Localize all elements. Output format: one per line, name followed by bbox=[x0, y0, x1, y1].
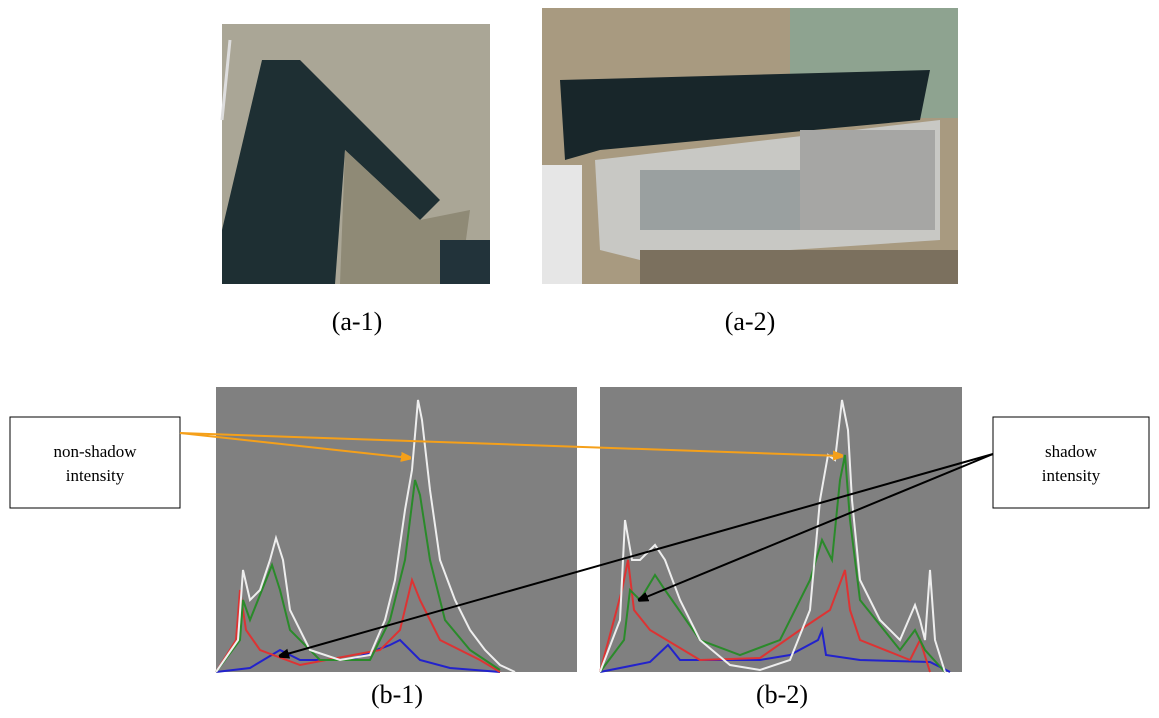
caption: (b-1) bbox=[371, 680, 423, 709]
image-a1 bbox=[222, 24, 490, 284]
caption: (a-1) bbox=[332, 307, 383, 336]
histogram-b1 bbox=[216, 387, 577, 672]
figure: (a-1) (a-2) (b-1) (b-2) non-shadow inten… bbox=[0, 0, 1159, 718]
callout-box bbox=[10, 417, 180, 508]
callout-text: non-shadow bbox=[53, 442, 137, 461]
histogram-b2 bbox=[600, 387, 962, 672]
caption: (a-2) bbox=[725, 307, 776, 336]
callout-box bbox=[993, 417, 1149, 508]
callout-text: intensity bbox=[1042, 466, 1101, 485]
image-a2 bbox=[542, 8, 958, 284]
page: (a-1) (a-2) (b-1) (b-2) non-shadow inten… bbox=[0, 0, 1159, 718]
caption: (b-2) bbox=[756, 680, 808, 709]
callout-text: intensity bbox=[66, 466, 125, 485]
callout-text: shadow bbox=[1045, 442, 1098, 461]
